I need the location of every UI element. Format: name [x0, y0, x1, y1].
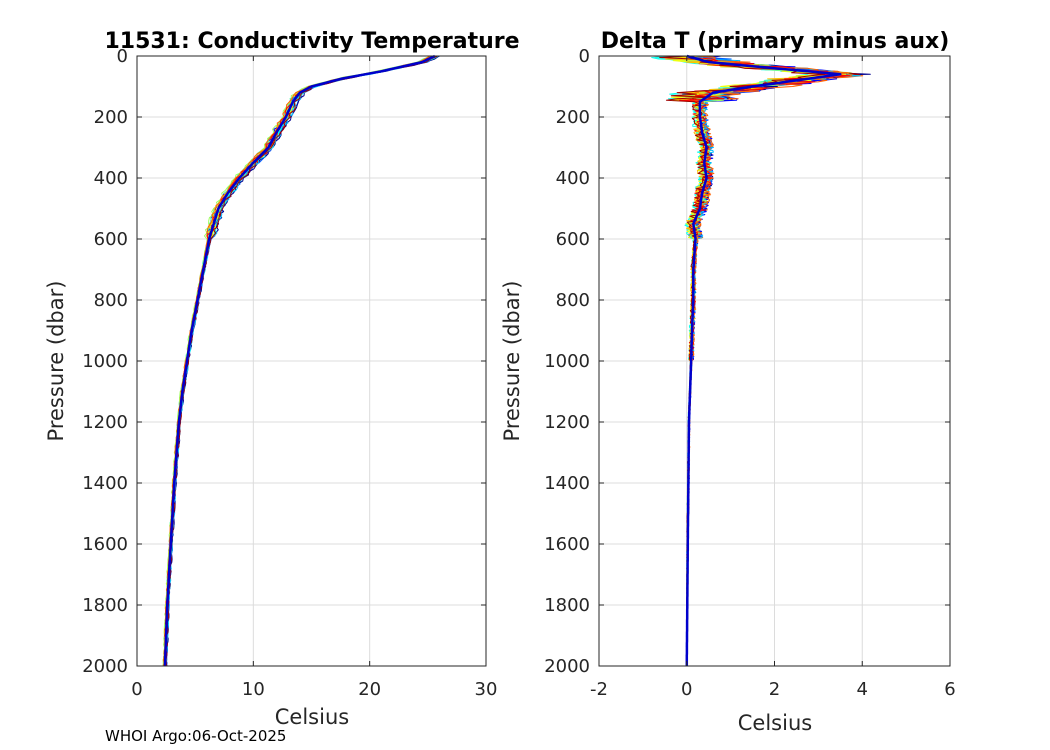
- y-tick-label: 600: [94, 229, 128, 250]
- y-tick-label: 0: [117, 46, 128, 67]
- x-tick-label: 20: [358, 679, 381, 700]
- y-axis-label: Pressure (dbar): [500, 281, 524, 442]
- x-tick-labels: -2 0 2 4 6: [590, 679, 956, 700]
- y-tick-label: 200: [556, 107, 590, 128]
- y-tick-label: 1200: [82, 412, 128, 433]
- series-line-mean: [163, 54, 436, 667]
- y-tick-label: 1800: [82, 595, 128, 616]
- profile-line: [162, 55, 430, 667]
- y-axis-label: Pressure (dbar): [44, 281, 68, 442]
- gridlines: [137, 56, 486, 666]
- y-tick-label: 800: [556, 290, 590, 311]
- y-tick-labels: 0 200 400 600 800 1000 1200 1400 1600 1800 2000: [544, 46, 590, 677]
- x-axis-label: Celsius: [738, 711, 812, 735]
- profile-lines: [162, 54, 441, 667]
- x-tick-label: 0: [131, 679, 142, 700]
- x-axis-label: Celsius: [275, 705, 349, 729]
- x-tick-label: 4: [857, 679, 868, 700]
- y-tick-label: 800: [94, 290, 128, 311]
- y-tick-label: 1200: [544, 412, 590, 433]
- x-tick-label: -2: [590, 679, 608, 700]
- conductivity-temperature-panel: 0 10 20 30 0 200 400 600 800 1000 1200 1400 1600 180…: [44, 29, 520, 729]
- delta-t-panel: -2 0 2 4 6 0 200 400 600 800 1000 1200 1400 1600 1800…: [500, 29, 956, 735]
- footer-credit: WHOI Argo:06-Oct-2025: [105, 727, 286, 745]
- y-tick-label: 200: [94, 107, 128, 128]
- y-tick-label: 1400: [82, 473, 128, 494]
- profile-lines: [651, 54, 871, 667]
- y-tick-label: 1800: [544, 595, 590, 616]
- x-tick-label: 2: [769, 679, 780, 700]
- x-tick-label: 30: [475, 679, 498, 700]
- y-tick-label: 400: [94, 168, 128, 189]
- y-tick-label: 1600: [82, 534, 128, 555]
- series-line-mean: [685, 54, 842, 666]
- y-tick-labels: 0 200 400 600 800 1000 1200 1400 1600 1800 2000: [82, 46, 128, 677]
- x-tick-label: 10: [242, 679, 265, 700]
- y-tick-label: 2000: [82, 656, 128, 677]
- y-tick-label: 1600: [544, 534, 590, 555]
- x-tick-label: 0: [681, 679, 692, 700]
- x-tick-label: 6: [944, 679, 955, 700]
- tick-marks: [598, 55, 951, 667]
- x-tick-labels: 0 10 20 30: [131, 679, 497, 700]
- y-tick-label: 1000: [544, 351, 590, 372]
- y-tick-label: 400: [556, 168, 590, 189]
- y-tick-label: 2000: [544, 656, 590, 677]
- y-tick-label: 1400: [544, 473, 590, 494]
- chart-title: 11531: Conductivity Temperature: [104, 29, 519, 54]
- y-tick-label: 600: [556, 229, 590, 250]
- y-tick-label: 0: [579, 46, 590, 67]
- chart-title: Delta T (primary minus aux): [601, 29, 950, 54]
- tick-marks: [136, 55, 487, 667]
- y-tick-label: 1000: [82, 351, 128, 372]
